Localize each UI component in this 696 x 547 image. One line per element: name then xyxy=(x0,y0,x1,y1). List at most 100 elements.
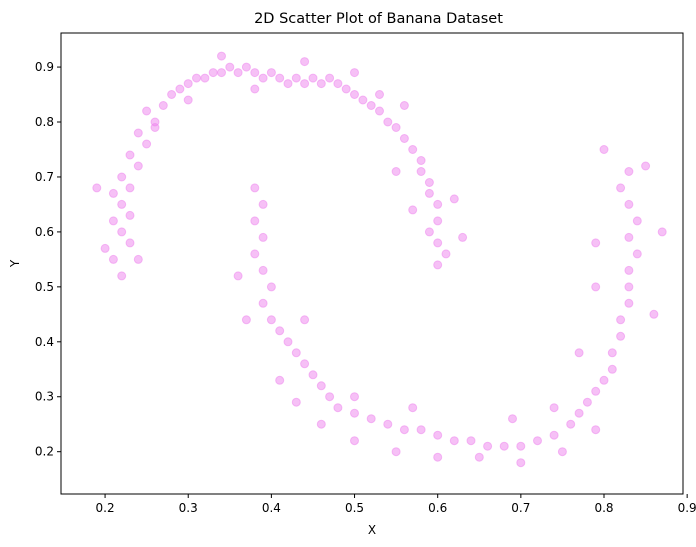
x-tick-label: 0.2 xyxy=(96,501,115,515)
data-point xyxy=(142,139,152,149)
data-point xyxy=(358,95,368,105)
data-point xyxy=(133,254,143,264)
data-point xyxy=(499,441,509,451)
data-point xyxy=(192,73,201,83)
data-point xyxy=(632,249,642,259)
data-point xyxy=(516,441,526,451)
x-tick-label: 0.5 xyxy=(345,501,364,515)
data-point xyxy=(408,145,418,154)
data-point xyxy=(341,84,351,94)
data-point xyxy=(624,298,634,308)
data-point xyxy=(125,210,135,220)
y-tick-label: 0.8 xyxy=(35,115,54,129)
data-point xyxy=(574,348,584,358)
data-point xyxy=(183,95,193,105)
x-tick-label: 0.8 xyxy=(594,501,613,515)
data-point xyxy=(399,425,409,435)
data-point xyxy=(258,265,268,275)
data-point xyxy=(275,375,285,385)
data-point xyxy=(266,68,276,78)
data-point xyxy=(225,62,235,72)
data-point xyxy=(424,188,434,198)
data-point xyxy=(375,106,384,116)
data-point xyxy=(433,199,443,209)
data-point xyxy=(117,199,127,209)
data-point xyxy=(333,403,343,413)
data-point xyxy=(275,326,285,336)
data-point xyxy=(533,436,542,446)
data-point xyxy=(250,84,260,94)
data-point xyxy=(308,73,318,83)
data-point xyxy=(591,282,601,292)
data-point xyxy=(366,101,376,110)
y-axis-label: Y xyxy=(8,259,22,268)
data-point xyxy=(325,392,335,402)
data-point xyxy=(258,73,268,83)
data-point xyxy=(275,73,285,83)
data-point xyxy=(183,79,193,89)
data-point xyxy=(624,282,634,292)
data-point xyxy=(416,156,426,165)
x-tick-label: 0.9 xyxy=(678,501,696,515)
data-point xyxy=(399,134,409,143)
data-point xyxy=(241,315,251,325)
data-point xyxy=(433,452,443,462)
data-point xyxy=(566,419,576,429)
data-point xyxy=(291,73,301,83)
data-point xyxy=(375,90,384,99)
data-point xyxy=(416,167,426,176)
data-point xyxy=(108,216,118,226)
y-tick-label: 0.5 xyxy=(35,280,54,294)
data-point xyxy=(100,243,110,253)
data-point xyxy=(582,397,592,407)
data-point xyxy=(283,337,293,347)
data-point xyxy=(607,364,617,374)
data-point xyxy=(258,232,268,242)
data-point xyxy=(316,381,326,391)
data-point xyxy=(466,436,476,446)
data-point xyxy=(657,227,667,237)
data-point xyxy=(133,128,143,138)
data-point xyxy=(557,447,567,457)
data-point xyxy=(449,436,459,446)
data-point xyxy=(233,271,243,281)
data-point xyxy=(350,436,359,446)
x-tick-label: 0.3 xyxy=(179,501,198,515)
y-tick-label: 0.9 xyxy=(35,60,54,74)
data-point xyxy=(108,254,118,264)
data-point xyxy=(624,265,634,275)
data-point xyxy=(316,419,326,429)
data-point xyxy=(92,183,102,193)
data-point xyxy=(233,68,243,78)
y-tick-label: 0.4 xyxy=(35,335,54,349)
data-point xyxy=(350,90,359,99)
data-point xyxy=(150,123,160,132)
y-tick-label: 0.2 xyxy=(35,445,54,459)
data-point xyxy=(599,145,609,154)
data-point xyxy=(108,188,118,198)
data-point xyxy=(474,452,484,462)
data-point xyxy=(266,282,276,292)
x-axis: 0.2 0.3 0.4 0.5 0.6 0.7 0.8 0.9 xyxy=(96,494,696,515)
data-point xyxy=(424,227,434,237)
data-point xyxy=(399,101,409,110)
data-point xyxy=(383,419,393,429)
x-tick-label: 0.4 xyxy=(262,501,281,515)
data-point xyxy=(300,57,310,67)
data-point xyxy=(591,425,601,435)
data-point xyxy=(383,117,393,127)
data-point xyxy=(624,232,634,242)
data-point xyxy=(117,271,127,281)
data-point xyxy=(350,408,359,418)
data-point xyxy=(217,68,226,78)
scatter-points xyxy=(92,51,667,468)
data-point xyxy=(391,123,401,132)
data-point xyxy=(391,447,401,457)
data-point xyxy=(117,172,127,182)
data-point xyxy=(549,403,559,413)
data-point xyxy=(125,150,135,160)
data-point xyxy=(350,68,359,78)
data-point xyxy=(217,51,226,61)
data-point xyxy=(616,183,626,193)
data-point xyxy=(591,386,601,396)
